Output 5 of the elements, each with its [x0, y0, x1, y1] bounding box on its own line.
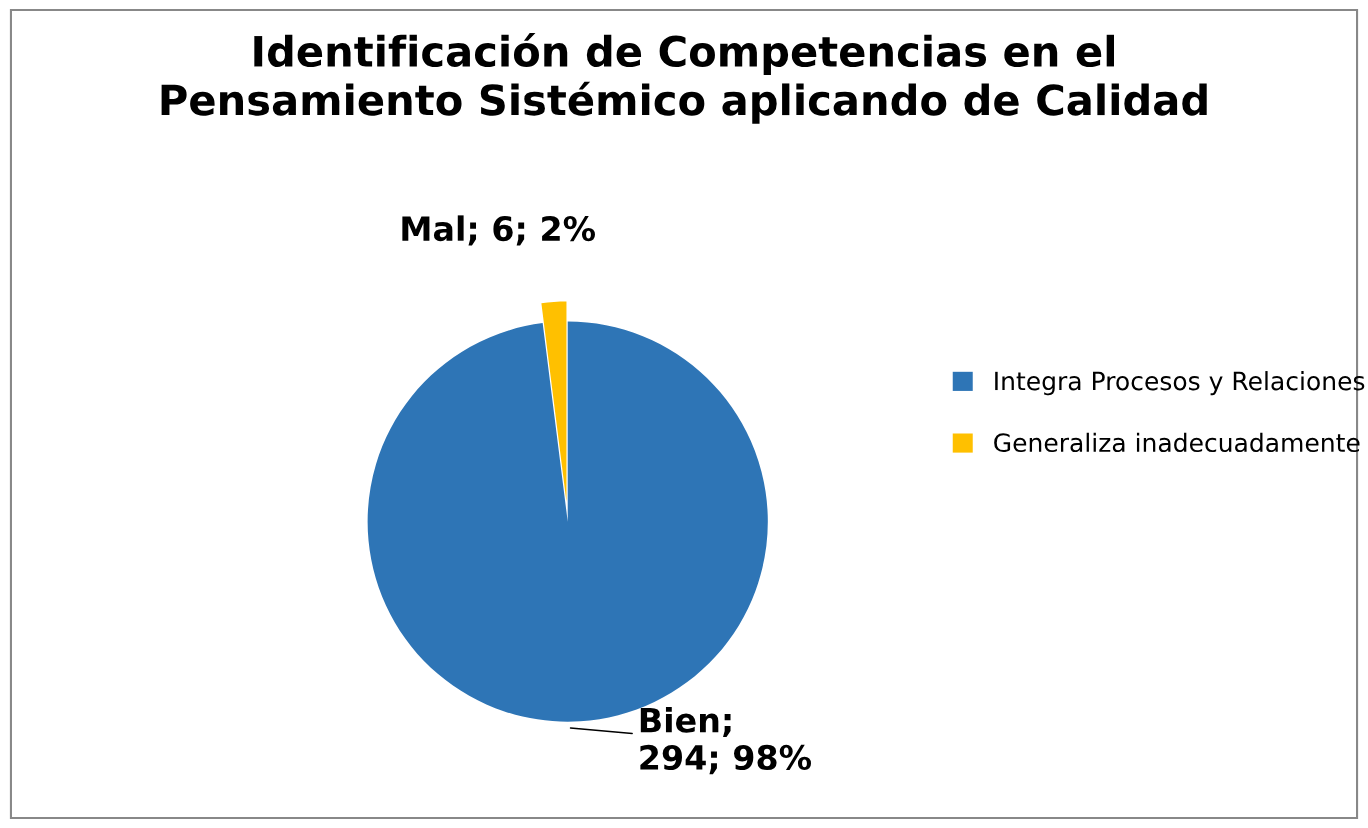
legend-label: Integra Procesos y Relaciones — [995, 371, 1365, 396]
data-label: Bien; 294; 98% — [640, 706, 811, 775]
legend-label: Generaliza inadecuadamente — [994, 432, 1360, 453]
chart-title: Identificación de Competencias en el Pensamiento Sistémico aplicando de Calidad — [161, 33, 1207, 124]
data-label: Mal; 6; 2% — [402, 215, 595, 246]
